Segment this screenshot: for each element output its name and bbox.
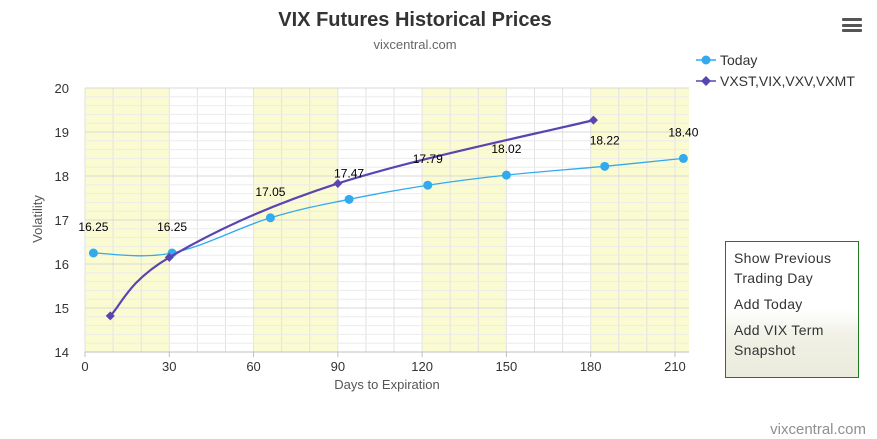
- menu-bar: [842, 29, 862, 32]
- data-label: 18.40: [668, 125, 698, 139]
- data-label: 16.25: [157, 220, 187, 234]
- show-previous-trading-day-link[interactable]: Show Previous Trading Day: [734, 250, 832, 286]
- data-point-today[interactable]: [88, 248, 98, 258]
- add-vix-term-snapshot-link[interactable]: Add VIX Term Snapshot: [734, 322, 824, 358]
- data-label: 17.05: [255, 185, 285, 199]
- legend-item-term[interactable]: VXST,VIX,VXV,VXMT: [696, 73, 855, 89]
- credits-link[interactable]: vixcentral.com: [770, 421, 866, 438]
- x-tick-label: 60: [246, 359, 260, 374]
- data-point-term[interactable]: [333, 178, 343, 188]
- menu-bar: [842, 23, 862, 27]
- data-label: 18.22: [590, 133, 620, 147]
- x-tick-label: 150: [496, 359, 518, 374]
- data-point-today[interactable]: [678, 153, 688, 163]
- menu-bar: [842, 18, 862, 21]
- chart-subtitle: vixcentral.com: [373, 37, 456, 52]
- grid-lines: [84, 87, 689, 353]
- y-tick-label: 17: [55, 213, 69, 228]
- x-tick-label: 120: [411, 359, 433, 374]
- y-tick-label: 15: [55, 301, 69, 316]
- y-tick-label: 18: [55, 169, 69, 184]
- x-tick-label: 210: [664, 359, 686, 374]
- legend-marker-today: [701, 55, 711, 65]
- data-point-today[interactable]: [501, 170, 511, 180]
- data-point-today[interactable]: [265, 213, 275, 223]
- data-label: 16.25: [78, 220, 108, 234]
- x-tick-label: 90: [331, 359, 345, 374]
- chart-title: VIX Futures Historical Prices: [278, 9, 551, 31]
- y-axis-title: Volatility: [30, 195, 45, 243]
- data-label: 17.47: [334, 166, 364, 180]
- hamburger-menu-icon[interactable]: [840, 14, 864, 36]
- data-labels: 16.25 16.25 17.05 17.47 17.79 18.02 18.22 18.40: [78, 125, 698, 234]
- x-tick-label: 0: [81, 359, 88, 374]
- data-point-term[interactable]: [105, 311, 115, 321]
- y-tick-label: 16: [55, 257, 69, 272]
- legend-label-term: VXST,VIX,VXV,VXMT: [720, 73, 855, 89]
- data-point-today[interactable]: [344, 194, 354, 204]
- y-tick-label: 14: [55, 345, 69, 360]
- options-panel: Show Previous Trading Day Add Today Add …: [725, 241, 859, 378]
- data-point-today[interactable]: [600, 161, 610, 171]
- y-tick-label: 20: [55, 81, 69, 96]
- y-tick-label: 19: [55, 125, 69, 140]
- axes: 0 30 60 90 120 150 180 210 14 15 16 17 18 19 20: [55, 81, 689, 374]
- series-layer: [88, 115, 688, 321]
- data-point-today[interactable]: [423, 180, 433, 190]
- legend-label-today: Today: [720, 52, 757, 68]
- data-point-term[interactable]: [588, 115, 598, 125]
- x-tick-label: 180: [580, 359, 602, 374]
- legend-item-today[interactable]: Today: [696, 52, 757, 68]
- series-line-1: [109, 119, 594, 317]
- x-tick-label: 30: [162, 359, 176, 374]
- data-label: 17.79: [413, 152, 443, 166]
- legend: Today VXST,VIX,VXV,VXMT: [696, 52, 855, 89]
- x-axis-title: Days to Expiration: [334, 377, 440, 392]
- add-today-link[interactable]: Add Today: [734, 296, 803, 312]
- data-point-term[interactable]: [164, 252, 174, 262]
- data-label: 18.02: [491, 142, 521, 156]
- legend-marker-term: [701, 76, 711, 86]
